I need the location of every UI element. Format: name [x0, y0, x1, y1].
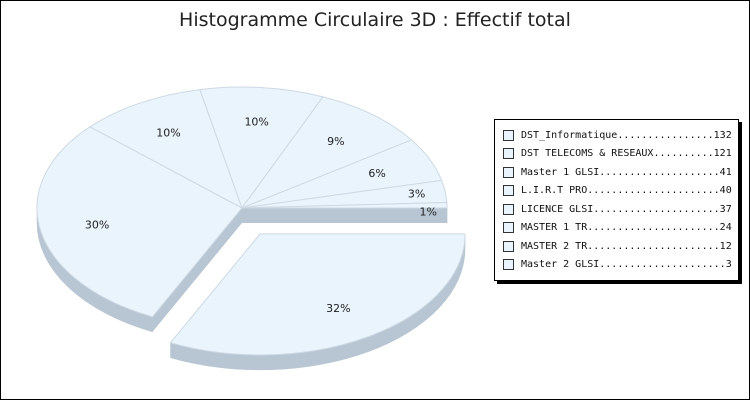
slice-labels: 32% 30% 10% 10% 9% 6% 3% 1%: [85, 115, 437, 314]
pie-slice-8: [241, 201, 448, 223]
slice-top: [199, 86, 324, 210]
pie-slice-4: [199, 86, 324, 210]
legend-swatch: [503, 185, 514, 197]
slice-side-wall: [152, 208, 242, 332]
legend-entry: DST TELECOMS & RESEAUX..........121: [503, 145, 738, 164]
legend-entry: Master 1 GLSI....................41: [503, 163, 738, 182]
legend-swatch: [503, 222, 514, 234]
legend-label: LICENCE GLSI.....................37: [521, 203, 732, 215]
pie-slice-1: [169, 233, 466, 371]
slice-top: [89, 89, 243, 210]
pie-slices: [36, 86, 466, 371]
legend-swatch: [503, 240, 514, 252]
legend-swatch: [503, 259, 514, 271]
slice-top: [36, 126, 243, 318]
slice-top: [240, 96, 413, 210]
legend-swatch: [503, 203, 514, 215]
legend: DST_Informatique................132 DST T…: [494, 119, 739, 281]
legend-entry: Master 2 GLSI.....................3: [503, 256, 738, 275]
legend-label: MASTER 1 TR......................24: [521, 222, 732, 234]
slice-percent-label: 30%: [85, 219, 109, 232]
legend-label: DST TELECOMS & RESEAUX..........121: [521, 148, 732, 160]
legend-entry: DST_Informatique................132: [503, 126, 738, 145]
legend-label: Master 1 GLSI....................41: [521, 166, 732, 178]
slice-percent-label: 9%: [327, 135, 344, 148]
legend-label: MASTER 2 TR......................12: [521, 240, 732, 252]
pie-slice-2: [36, 126, 243, 333]
legend-swatch: [503, 166, 514, 178]
slice-percent-label: 1%: [420, 206, 437, 219]
slice-percent-label: 6%: [368, 167, 385, 180]
legend-entry: MASTER 1 TR......................24: [503, 219, 738, 238]
legend-entry: L.I.R.T PRO......................40: [503, 182, 738, 201]
legend-entry: MASTER 2 TR......................12: [503, 237, 738, 256]
pie-slice-3: [89, 89, 243, 210]
pie-slice-5: [240, 96, 413, 210]
legend-label: Master 2 GLSI.....................3: [521, 259, 732, 271]
slice-top: [169, 233, 466, 356]
slice-percent-label: 10%: [156, 126, 180, 139]
legend-entry: LICENCE GLSI.....................37: [503, 200, 738, 219]
slice-percent-label: 10%: [244, 115, 268, 128]
legend-swatch: [503, 129, 514, 141]
slice-percent-label: 32%: [326, 302, 350, 315]
slice-percent-label: 3%: [408, 188, 425, 201]
legend-label: DST_Informatique................132: [521, 129, 732, 141]
legend-swatch: [503, 148, 514, 160]
slice-side-wall: [242, 208, 447, 223]
legend-label: L.I.R.T PRO......................40: [521, 185, 732, 197]
chart-title: Histogramme Circulaire 3D : Effectif tot…: [179, 9, 571, 31]
slice-top: [241, 201, 448, 209]
